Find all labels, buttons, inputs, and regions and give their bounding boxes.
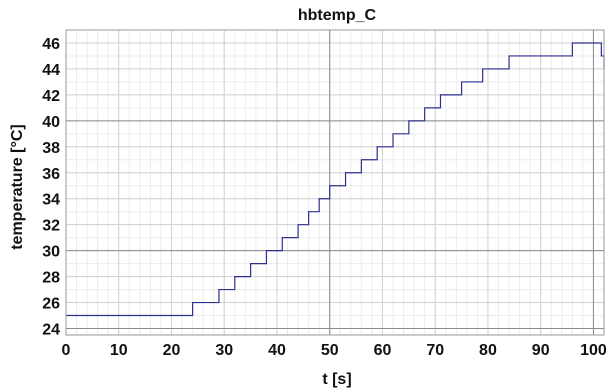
y-tick-label: 28 bbox=[42, 270, 60, 287]
y-tick-label: 34 bbox=[42, 192, 60, 209]
y-tick-label: 36 bbox=[42, 166, 60, 183]
y-tick-label: 26 bbox=[42, 296, 60, 313]
x-tick-label: 60 bbox=[374, 342, 392, 359]
x-tick-label: 80 bbox=[479, 342, 497, 359]
y-tick-label: 24 bbox=[42, 322, 60, 339]
y-tick-label: 44 bbox=[42, 62, 60, 79]
x-tick-label: 100 bbox=[580, 342, 607, 359]
chart-title: hbtemp_C bbox=[298, 7, 377, 24]
x-tick-label: 10 bbox=[110, 342, 128, 359]
y-tick-labels: 24 26 28 30 32 34 36 38 40 42 44 46 bbox=[42, 36, 60, 339]
grid-minor bbox=[66, 29, 605, 335]
x-axis-title: t [s] bbox=[322, 371, 351, 388]
x-tick-label: 20 bbox=[163, 342, 181, 359]
x-tick-labels: 0 10 20 30 40 50 60 70 80 90 100 bbox=[62, 342, 607, 359]
y-tick-label: 42 bbox=[42, 88, 60, 105]
x-tick-label: 0 bbox=[62, 342, 71, 359]
y-tick-label: 46 bbox=[42, 36, 60, 53]
y-tick-label: 32 bbox=[42, 218, 60, 235]
x-tick-label: 70 bbox=[426, 342, 444, 359]
x-tick-label: 50 bbox=[321, 342, 339, 359]
series-layer bbox=[66, 42, 605, 317]
series-line bbox=[66, 42, 605, 317]
x-tick-label: 30 bbox=[215, 342, 233, 359]
grid-major bbox=[65, 30, 604, 335]
y-tick-label: 40 bbox=[42, 114, 60, 131]
y-axis-title: temperature [°C] bbox=[9, 124, 26, 250]
y-tick-label: 30 bbox=[42, 244, 60, 261]
plot-frame bbox=[65, 29, 605, 336]
x-tick-label: 40 bbox=[268, 342, 286, 359]
y-tick-label: 38 bbox=[42, 140, 60, 157]
x-tick-label: 90 bbox=[532, 342, 550, 359]
